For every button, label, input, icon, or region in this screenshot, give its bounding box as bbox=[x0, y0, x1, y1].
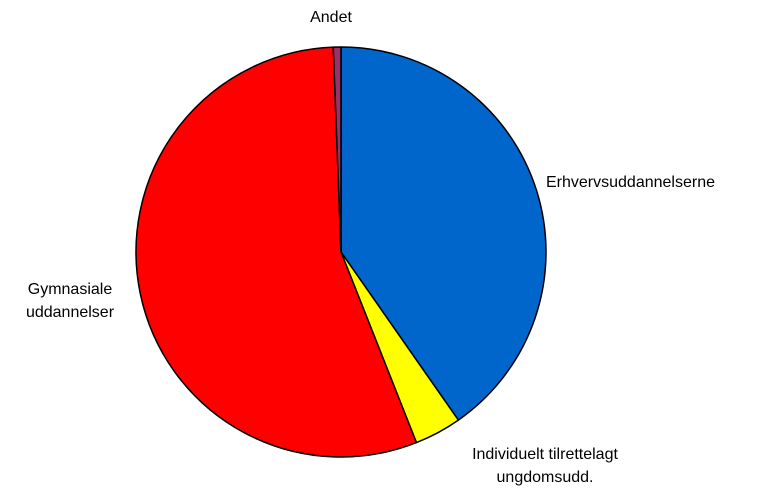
slice-label: Gymnasiale uddannelser bbox=[25, 281, 115, 321]
pie-slice bbox=[340, 46, 547, 421]
pie-slice bbox=[332, 46, 342, 253]
slice-label: Erhvervsuddannelserne bbox=[546, 174, 715, 191]
slice-label: Individuelt tilrettelagt ungdomsudd. bbox=[472, 446, 618, 486]
pie-slice bbox=[135, 46, 418, 458]
slice-label: Andet bbox=[310, 9, 352, 26]
